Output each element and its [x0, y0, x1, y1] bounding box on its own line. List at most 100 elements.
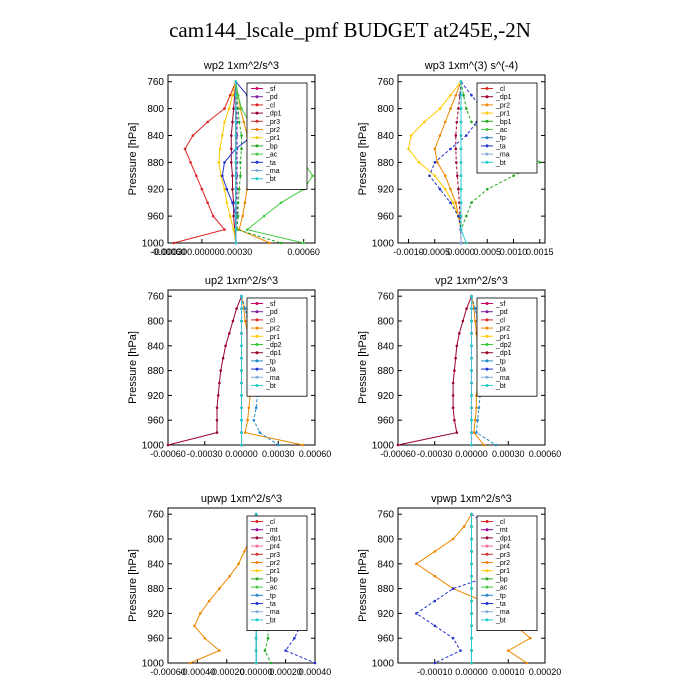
y-axis-label: Pressure [hPa] [127, 123, 139, 196]
data-point [451, 381, 455, 385]
data-point [465, 107, 468, 110]
y-tick-label: 800 [147, 535, 164, 546]
data-point [451, 201, 455, 204]
data-point [234, 134, 238, 137]
legend-marker [255, 144, 259, 148]
y-tick-label: 760 [377, 292, 394, 303]
data-point [240, 294, 243, 298]
legend-marker [485, 577, 489, 581]
panel-title: up2 1xm^2/s^3 [205, 275, 278, 287]
data-point [470, 356, 473, 360]
legend-marker [485, 367, 489, 371]
data-point [234, 187, 238, 191]
data-point [188, 661, 192, 665]
x-tick-label: 0.00000 [225, 449, 258, 459]
legend-label: _tp [495, 593, 506, 600]
data-point [470, 319, 473, 323]
y-tick-label: 760 [377, 510, 394, 521]
legend-label: _pd [265, 309, 278, 316]
legend-label: _ta [495, 143, 506, 150]
data-point [189, 161, 192, 164]
data-point [240, 356, 243, 360]
legend-label: _pd [265, 94, 278, 101]
x-tick-label: 0.0015 [526, 247, 554, 257]
legend-marker [485, 310, 489, 314]
data-point [242, 120, 246, 124]
legend-marker [485, 144, 489, 148]
data-point [231, 120, 234, 124]
data-point [461, 319, 465, 323]
data-point [451, 537, 455, 541]
legend-label: _tp [495, 135, 506, 142]
legend-marker [255, 618, 259, 622]
data-point [241, 214, 244, 218]
x-tick-label: 0.0005 [473, 247, 501, 257]
data-point [223, 161, 226, 164]
data-point [453, 418, 456, 422]
y-tick-label: 1000 [372, 239, 395, 250]
x-tick-label: -0.00010 [417, 667, 453, 677]
y-tick-label: 760 [147, 510, 164, 521]
data-point [453, 369, 456, 372]
data-point [449, 201, 452, 204]
data-point [470, 537, 473, 541]
data-point [231, 201, 234, 204]
data-point [470, 332, 473, 335]
legend-marker [485, 569, 489, 573]
data-point [195, 174, 198, 178]
legend-marker [255, 136, 259, 140]
legend-marker [485, 95, 489, 99]
legend-label: _bt [495, 383, 506, 390]
legend-marker [485, 359, 489, 363]
data-point [470, 344, 473, 348]
data-point [216, 394, 220, 397]
data-point [451, 394, 455, 397]
data-point [470, 93, 473, 97]
legend-marker [485, 302, 489, 305]
data-point [494, 443, 498, 447]
legend-label: _ta [265, 367, 276, 374]
data-point [459, 161, 463, 164]
legend-label: _tp [495, 358, 506, 365]
x-tick-label: 0.00000 [240, 667, 273, 677]
data-point [470, 406, 473, 410]
data-point [243, 307, 247, 310]
data-point [459, 214, 463, 218]
data-point [232, 107, 235, 110]
legend-marker [485, 343, 489, 346]
data-point [215, 431, 219, 434]
legend-marker [485, 318, 489, 322]
x-tick-label: 0.00030 [492, 449, 525, 459]
legend-label: _pr2 [495, 560, 510, 567]
legend-label: _ta [265, 601, 276, 608]
data-point [475, 431, 478, 434]
y-tick-label: 960 [147, 634, 164, 645]
legend-label: _pd [495, 309, 508, 316]
data-point [240, 107, 243, 110]
y-tick-label: 800 [377, 317, 394, 328]
data-point [254, 512, 258, 516]
y-tick-label: 920 [377, 185, 394, 196]
data-point [470, 636, 473, 640]
x-tick-label: 0.00060 [529, 449, 562, 459]
y-tick-label: 880 [377, 584, 394, 595]
data-point [456, 174, 459, 178]
legend-label: _mt [495, 527, 508, 534]
y-axis-label: Pressure [hPa] [357, 123, 369, 196]
legend-label: _pr2 [265, 326, 280, 333]
data-point [240, 431, 243, 434]
legend-label: _pr1 [495, 111, 510, 118]
legend-marker [485, 610, 489, 614]
data-point [232, 228, 235, 231]
data-point [455, 431, 459, 434]
x-tick-label: 0.00060 [299, 449, 332, 459]
data-point [236, 201, 240, 204]
data-point [231, 174, 234, 178]
data-point [473, 418, 477, 422]
panel-title: vp2 1xm^2/s^3 [435, 275, 508, 287]
y-axis-label: Pressure [hPa] [357, 549, 369, 622]
data-point [240, 394, 243, 397]
panel-5: upwp 1xm^2/s^3 Pressure [hPa] 760 800 840 880… [127, 493, 331, 677]
legend-marker [485, 334, 489, 338]
legend-marker [255, 103, 259, 107]
